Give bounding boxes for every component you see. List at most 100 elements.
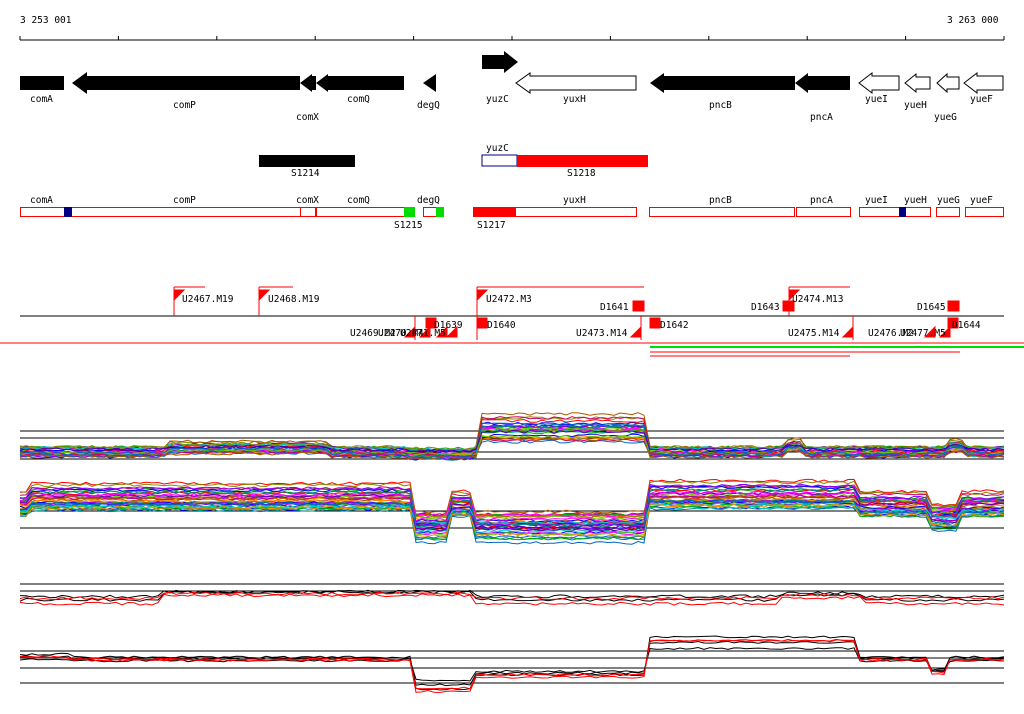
gene-comP[interactable]: comP — [72, 72, 300, 111]
segment-label: S1214 — [291, 168, 320, 179]
feature-label[interactable]: D1642 — [660, 320, 689, 331]
gene-yuxH[interactable]: yuxH — [515, 72, 637, 105]
feature-label[interactable]: D1644 — [952, 320, 981, 331]
marker-navy — [899, 207, 906, 217]
feature-track: U2467.M19 U2468.M19 U2472.M3 D1641 D1643… — [0, 286, 1024, 357]
gene-pncA[interactable]: pncA — [795, 73, 850, 123]
marker-green — [436, 207, 444, 217]
expression-trace — [19, 428, 1005, 451]
annot-label: comP — [173, 195, 196, 206]
gene-label: yuzC — [486, 94, 509, 105]
annot-label: yueI — [865, 195, 888, 206]
expression-trace — [19, 503, 1005, 537]
gene-yueG[interactable]: yueG — [934, 72, 960, 123]
expression-trace — [19, 490, 1004, 517]
gene-label: pncB — [709, 100, 732, 111]
annot-label: pncA — [810, 195, 833, 206]
feature-label[interactable]: D1640 — [487, 320, 516, 331]
expression-panel-upper — [19, 412, 1005, 461]
expression-trace — [19, 640, 1005, 687]
gene-label: comQ — [347, 94, 370, 105]
annotation-box-track: comA comP comX comQ degQ yuxH pncB pncA … — [20, 195, 1004, 231]
gene-label: yueF — [970, 94, 993, 105]
expression-trace — [19, 487, 1005, 528]
expression-trace — [19, 593, 1005, 606]
gene-comX[interactable]: comX — [296, 74, 319, 123]
expression-trace — [19, 591, 1005, 601]
end-coordinate: 3 263 000 — [947, 15, 999, 26]
marker-navy — [64, 207, 72, 217]
feature-label[interactable]: U2477.M5 — [900, 328, 946, 339]
annot-label: yueF — [970, 195, 993, 206]
feature-label[interactable]: D1639 — [434, 320, 463, 331]
expression-trace — [19, 438, 1005, 458]
feature-label[interactable]: U2467.M19 — [182, 294, 234, 305]
feature-label[interactable]: U2472.M3 — [486, 294, 532, 305]
expression-trace — [19, 498, 1005, 541]
gene-comQ[interactable]: comQ — [316, 74, 404, 105]
gene-label: yuxH — [563, 94, 586, 105]
annot-label: yueH — [904, 195, 927, 206]
feature-label[interactable]: D1645 — [917, 302, 946, 313]
gene-comA[interactable]: comA — [20, 76, 64, 105]
summary-panel-upper — [19, 583, 1005, 606]
gene-label: comX — [296, 112, 319, 123]
expression-trace — [19, 635, 1005, 691]
gene-track: comA comP comX comQ degQ yuzC yu — [20, 51, 1004, 123]
feature-label[interactable]: U2469.M2 — [350, 328, 396, 339]
gene-yueI[interactable]: yueI — [858, 71, 900, 105]
gene-pncB[interactable]: pncB — [650, 73, 795, 111]
gene-label: pncA — [810, 112, 833, 123]
feature-label[interactable]: U2473.M14 — [576, 328, 628, 339]
gene-degQ[interactable]: degQ — [417, 74, 440, 111]
feature-label[interactable]: D1643 — [751, 302, 780, 313]
gene-yueH[interactable]: yueH — [904, 72, 931, 111]
annot-box-comX[interactable] — [300, 207, 316, 217]
annot-box-comA-comP[interactable] — [20, 207, 301, 217]
gene-label: yueG — [934, 112, 957, 123]
segment-S1214[interactable]: S1214 — [259, 155, 355, 179]
annot-label: pncB — [709, 195, 732, 206]
marker-red — [473, 207, 516, 217]
expression-trace — [19, 421, 1005, 458]
segment-prefix-label: yuzC — [486, 143, 509, 154]
expression-trace — [19, 488, 1005, 528]
annot-label: yuxH — [563, 195, 586, 206]
feature-label[interactable]: U2468.M19 — [268, 294, 320, 305]
expression-trace — [19, 437, 1005, 460]
annot-box-yueI-yueH[interactable] — [859, 207, 931, 217]
feature-label[interactable]: U2471.M5 — [400, 328, 446, 339]
annot-box-yueG[interactable] — [936, 207, 960, 217]
annot-label: degQ — [417, 195, 440, 206]
gene-label: yueH — [904, 100, 927, 111]
expression-trace — [19, 495, 1005, 514]
annot-box-pncB[interactable] — [649, 207, 795, 217]
annot-box-pncA[interactable] — [796, 207, 851, 217]
annot-box-comQ[interactable] — [316, 207, 415, 217]
start-coordinate: 3 253 001 — [20, 15, 72, 26]
expression-trace — [19, 429, 1005, 452]
segment-S1218[interactable]: yuzC S1218 — [481, 143, 648, 179]
gene-label: degQ — [417, 100, 440, 111]
annot-label: comA — [30, 195, 53, 206]
segment-label: S1218 — [567, 168, 596, 179]
marker-green — [404, 207, 415, 217]
feature-label[interactable]: U2474.M13 — [792, 294, 843, 305]
expression-trace — [19, 480, 1005, 519]
feature-label[interactable]: U2475.M14 — [788, 328, 840, 339]
annot-box-yueF[interactable] — [965, 207, 1004, 217]
expression-trace — [19, 499, 1005, 539]
annot-marker-label: S1215 — [394, 220, 423, 231]
expression-trace — [19, 429, 1005, 453]
annot-marker-label: S1217 — [477, 220, 506, 231]
summary-panel-lower — [19, 635, 1005, 694]
expression-panel-lower — [19, 478, 1005, 545]
feature-label[interactable]: U2476.M2 — [868, 328, 914, 339]
gene-label: comA — [30, 94, 53, 105]
gene-yuzC[interactable]: yuzC — [482, 51, 518, 105]
feature-label[interactable]: U2470.M4 — [378, 328, 424, 339]
feature-label[interactable]: D1641 — [600, 302, 629, 313]
expression-trace — [19, 590, 1005, 602]
gene-yueF[interactable]: yueF — [963, 71, 1004, 105]
